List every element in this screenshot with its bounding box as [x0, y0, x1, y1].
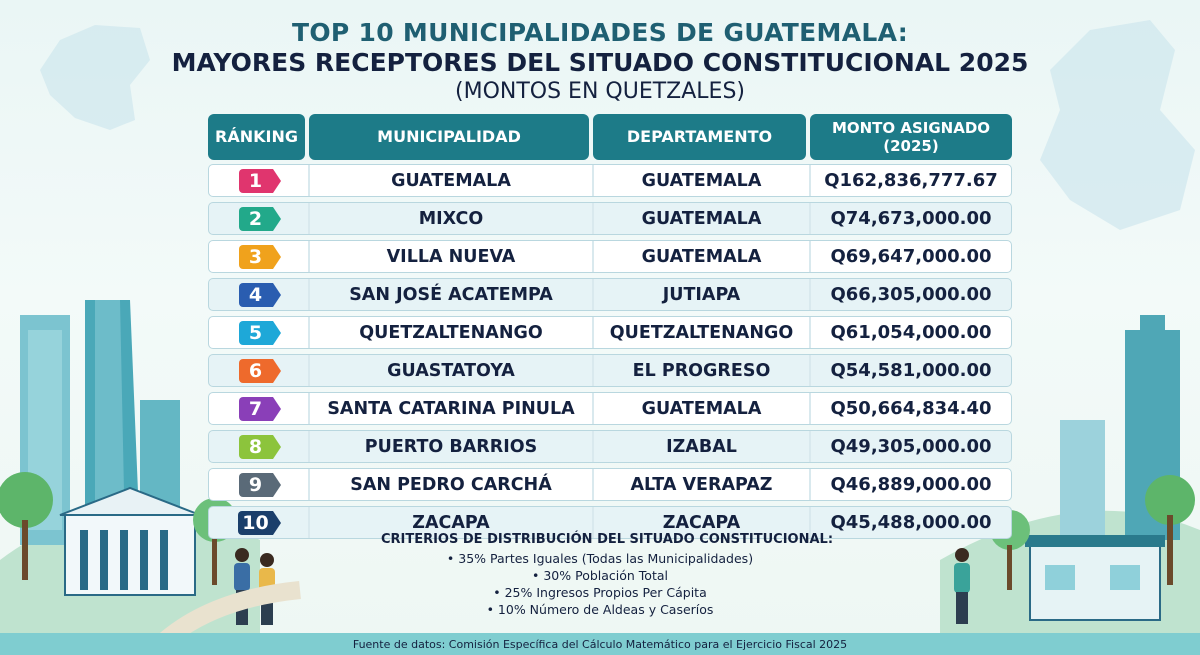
- rank-badge: 9: [238, 472, 281, 497]
- amount-cell: Q45,488,000.00: [830, 512, 992, 533]
- rank-badge: 1: [238, 168, 281, 193]
- amount-cell: Q162,836,777.67: [824, 170, 998, 191]
- criteria-title: CRITERIOS DE DISTRIBUCIÓN DEL SITUADO CO…: [380, 532, 834, 547]
- department-cell: JUTIAPA: [594, 279, 811, 310]
- table-row: 10 ZACAPA ZACAPA Q45,488,000.00: [208, 506, 1012, 539]
- table-row: 4 SAN JOSÉ ACATEMPA JUTIAPA Q66,305,000.00: [208, 278, 1012, 311]
- criteria-item: 10% Número de Aldeas y Caseríos: [0, 601, 1200, 618]
- table-row: 3 VILLA NUEVA GUATEMALA Q69,647,000.00: [208, 240, 1012, 273]
- rank-cell: 8: [209, 431, 310, 462]
- rank-cell: 5: [209, 317, 310, 348]
- tree-left: [0, 472, 53, 528]
- guatemala-map-left: [40, 25, 150, 130]
- amount-cell: Q54,581,000.00: [830, 360, 992, 381]
- municipality-cell: GUASTATOYA: [310, 355, 594, 386]
- rank-badge: 7: [238, 396, 281, 421]
- amount-cell: Q66,305,000.00: [830, 284, 992, 305]
- amount-cell: Q74,673,000.00: [830, 208, 992, 229]
- department-cell: EL PROGRESO: [594, 355, 811, 386]
- table-row: 7 SANTA CATARINA PINULA GUATEMALA Q50,664,8…: [208, 392, 1012, 425]
- amount-cell: Q49,305,000.00: [830, 436, 992, 457]
- guatemala-map-right: [1040, 20, 1195, 230]
- rank-cell: 1: [209, 165, 310, 196]
- rank-badge: 5: [238, 320, 281, 345]
- header-ranking: RÁNKING: [208, 114, 305, 160]
- amount-cell: Q46,889,000.00: [830, 474, 992, 495]
- department-cell: GUATEMALA: [594, 203, 811, 234]
- department-cell: QUETZALTENANGO: [594, 317, 811, 348]
- department-cell: GUATEMALA: [594, 393, 811, 424]
- table-row: 8 PUERTO BARRIOS IZABAL Q49,305,000.00: [208, 430, 1012, 463]
- department-cell: IZABAL: [594, 431, 811, 462]
- rank-badge: 4: [238, 282, 281, 307]
- department-cell: ZACAPA: [594, 507, 811, 538]
- rank-cell: 3: [209, 241, 310, 272]
- criteria-section: CRITERIOS DE DISTRIBUCIÓN DEL SITUADO CO…: [0, 532, 1200, 618]
- rank-cell: 9: [209, 469, 310, 500]
- title-line-2: MAYORES RECEPTORES DEL SITUADO CONSTITUC…: [171, 48, 1029, 77]
- header-municipality: MUNICIPALIDAD: [309, 114, 589, 160]
- table-body: 1 GUATEMALA GUATEMALA Q162,836,777.67 2 MIXCO…: [208, 164, 1012, 539]
- table-row: 1 GUATEMALA GUATEMALA Q162,836,777.67: [208, 164, 1012, 197]
- subtitle: (MONTOS EN QUETZALES): [455, 79, 745, 104]
- header-amount: MONTO ASIGNADO (2025): [810, 114, 1012, 160]
- municipality-cell: GUATEMALA: [310, 165, 594, 196]
- rank-cell: 4: [209, 279, 310, 310]
- department-cell: GUATEMALA: [594, 241, 811, 272]
- tower-right-2: [1060, 420, 1105, 550]
- table-row: 5 QUETZALTENANGO QUETZALTENANGO Q61,054,000…: [208, 316, 1012, 349]
- table-header: RÁNKING MUNICIPALIDAD DEPARTAMENTO MONTO…: [208, 114, 1012, 160]
- header-department: DEPARTAMENTO: [593, 114, 806, 160]
- tree-right: [1145, 475, 1195, 525]
- amount-cell: Q69,647,000.00: [830, 246, 992, 267]
- municipality-cell: PUERTO BARRIOS: [310, 431, 594, 462]
- ranking-table: RÁNKING MUNICIPALIDAD DEPARTAMENTO MONTO…: [208, 114, 1012, 544]
- rank-badge: 3: [238, 244, 281, 269]
- source-footer: Fuente de datos: Comisión Específica del…: [0, 633, 1200, 655]
- amount-cell: Q50,664,834.40: [830, 398, 992, 419]
- rank-badge: 6: [238, 358, 281, 383]
- department-cell: ALTA VERAPAZ: [594, 469, 811, 500]
- rank-badge: 8: [238, 434, 281, 459]
- rank-badge: 10: [238, 510, 282, 535]
- title-line-1: TOP 10 MUNICIPALIDADES DE GUATEMALA:: [291, 18, 908, 47]
- rank-cell: 10: [209, 507, 310, 538]
- municipality-cell: QUETZALTENANGO: [310, 317, 594, 348]
- municipality-cell: SANTA CATARINA PINULA: [310, 393, 594, 424]
- criteria-item: 25% Ingresos Propios Per Cápita: [0, 584, 1200, 601]
- municipality-cell: VILLA NUEVA: [310, 241, 594, 272]
- criteria-item: 35% Partes Iguales (Todas las Municipali…: [0, 550, 1200, 567]
- rank-cell: 6: [209, 355, 310, 386]
- table-row: 9 SAN PEDRO CARCHÁ ALTA VERAPAZ Q46,889,000…: [208, 468, 1012, 501]
- department-cell: GUATEMALA: [594, 165, 811, 196]
- table-row: 6 GUASTATOYA EL PROGRESO Q54,581,000.00: [208, 354, 1012, 387]
- amount-cell: Q61,054,000.00: [830, 322, 992, 343]
- header: TOP 10 MUNICIPALIDADES DE GUATEMALA: MAY…: [0, 18, 1200, 106]
- rank-cell: 2: [209, 203, 310, 234]
- municipality-cell: SAN PEDRO CARCHÁ: [310, 469, 594, 500]
- municipality-cell: MIXCO: [310, 203, 594, 234]
- criteria-list: 35% Partes Iguales (Todas las Municipali…: [0, 550, 1200, 618]
- criteria-item: 30% Población Total: [0, 567, 1200, 584]
- rank-badge: 2: [238, 206, 281, 231]
- rank-cell: 7: [209, 393, 310, 424]
- municipality-cell: SAN JOSÉ ACATEMPA: [310, 279, 594, 310]
- table-row: 2 MIXCO GUATEMALA Q74,673,000.00: [208, 202, 1012, 235]
- municipality-cell: ZACAPA: [310, 507, 594, 538]
